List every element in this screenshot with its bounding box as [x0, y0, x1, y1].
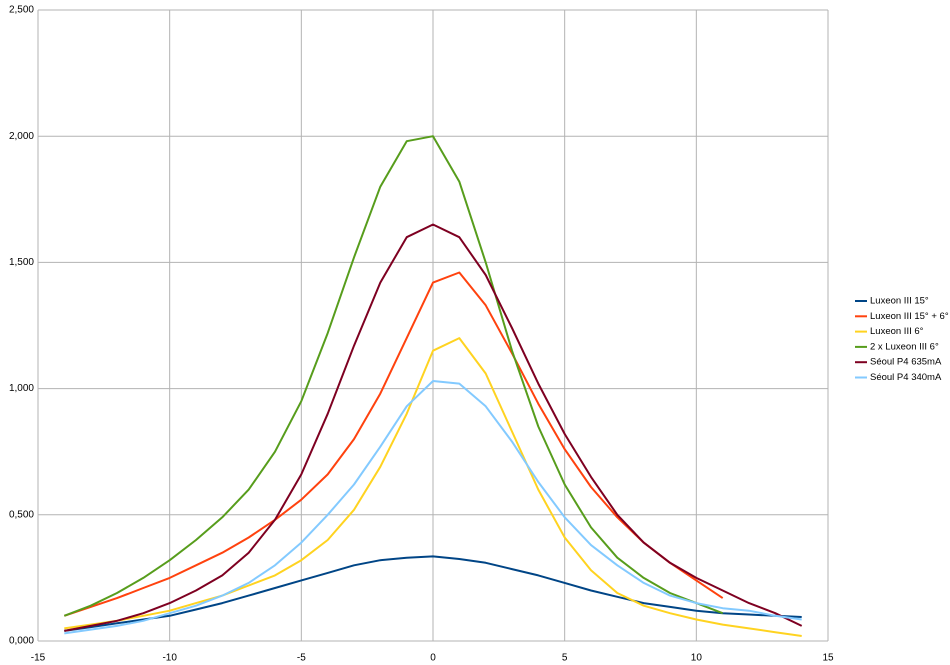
y-tick-label: 2,000 — [9, 131, 34, 142]
series-line — [64, 337, 802, 637]
x-tick-label: 0 — [430, 653, 436, 664]
series-line — [64, 555, 802, 632]
series-line — [64, 380, 802, 635]
x-tick-label: 10 — [691, 653, 703, 664]
x-tick-label: -10 — [162, 653, 177, 664]
x-tick-label: 15 — [822, 653, 834, 664]
legend-label: Luxeon III 15° + 6° — [870, 311, 949, 322]
y-tick-label: 1,500 — [9, 257, 34, 268]
y-tick-label: 0,500 — [9, 509, 34, 520]
series-line — [63, 135, 724, 617]
legend-label: Luxeon III 15° — [870, 296, 929, 307]
y-tick-label: 2,500 — [9, 5, 34, 16]
y-tick-label: 0,000 — [9, 636, 34, 647]
legend-label: Séoul P4 635mA — [870, 357, 942, 368]
x-tick-label: -5 — [297, 653, 306, 664]
legend-label: Luxeon III 6° — [870, 326, 924, 337]
x-tick-label: -15 — [31, 653, 46, 664]
series-line — [64, 223, 803, 632]
y-tick-label: 1,000 — [9, 383, 34, 394]
series-line — [63, 271, 724, 617]
x-tick-label: 5 — [562, 653, 568, 664]
legend-label: Séoul P4 340mA — [870, 372, 942, 383]
legend-label: 2 x Luxeon III 6° — [870, 341, 939, 352]
